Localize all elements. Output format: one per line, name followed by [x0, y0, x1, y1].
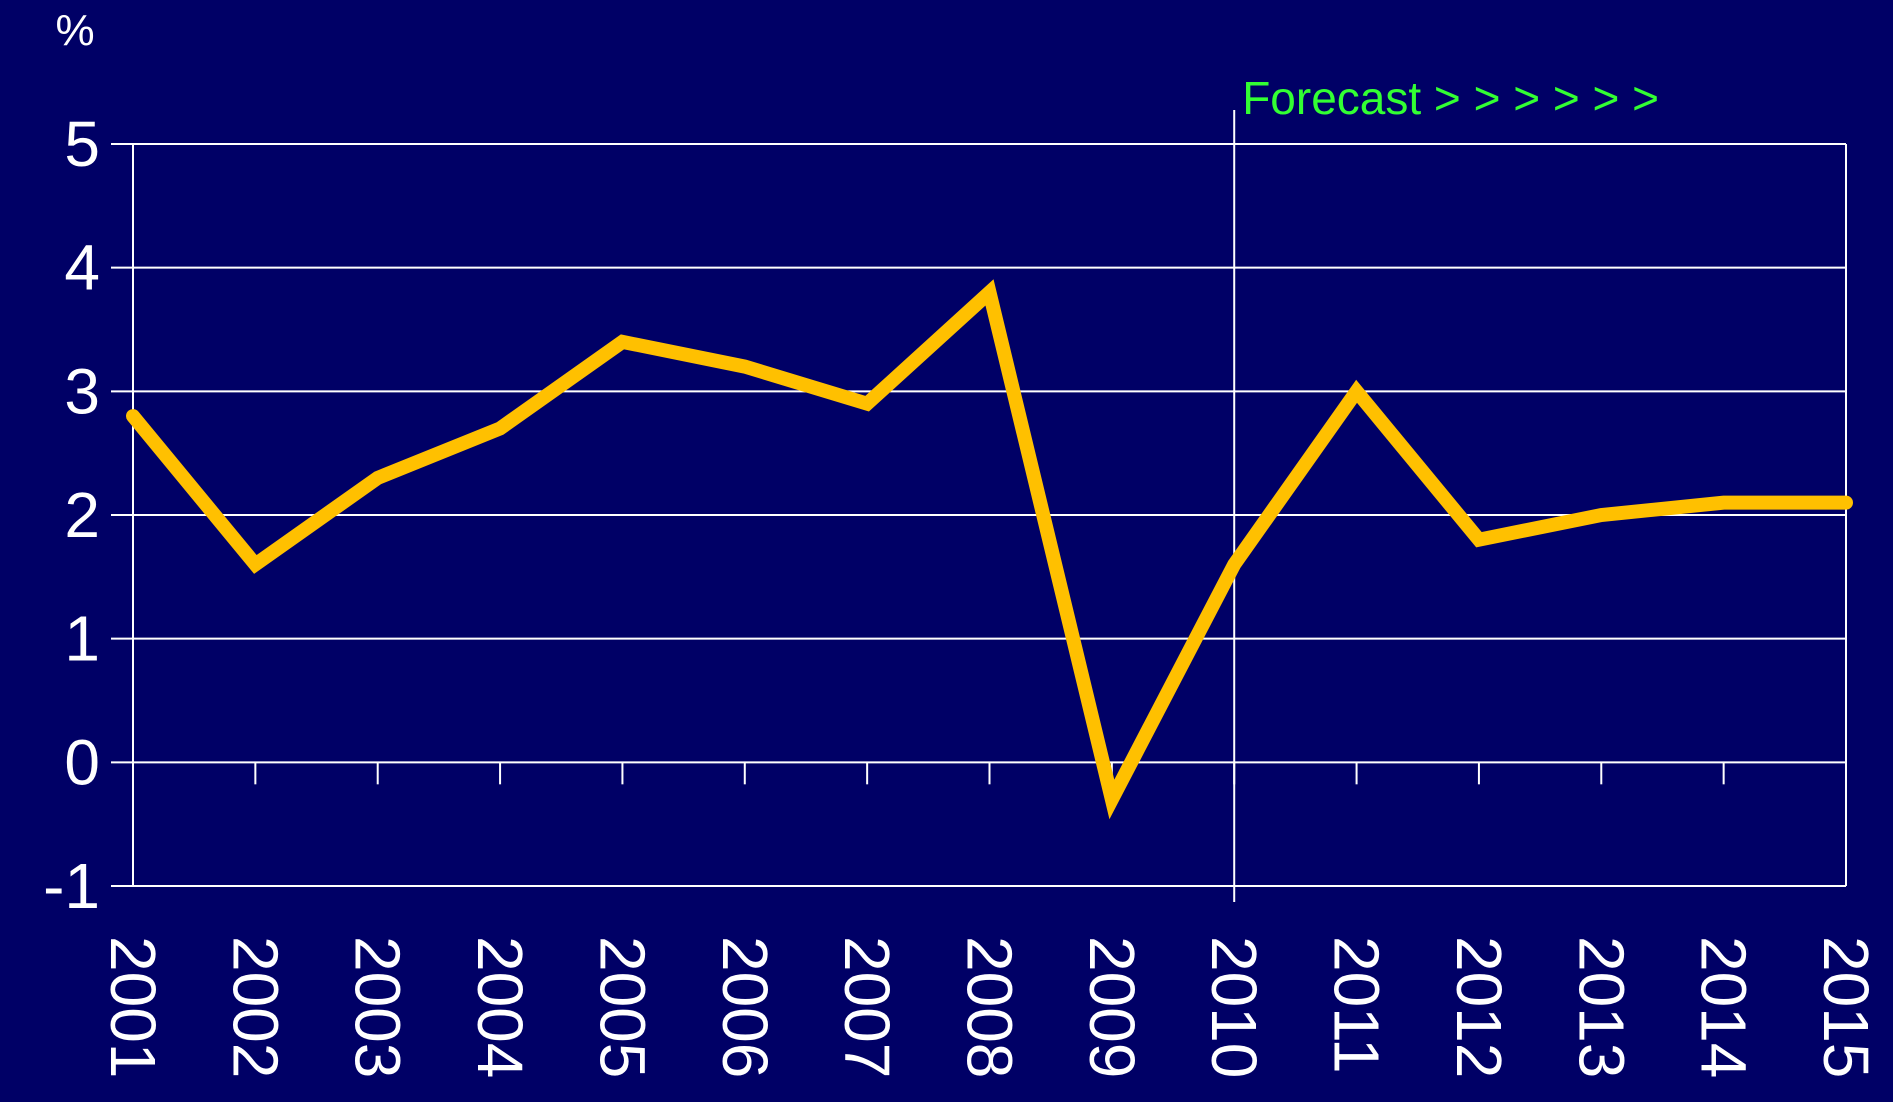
x-tick-labels: 2001 2002 2003 2004 2005 2006 2007 2008 2009 2010…: [97, 936, 1882, 1078]
y-tick-label: 3: [64, 355, 100, 427]
x-tick-label: 2006: [709, 936, 781, 1078]
data-point: [744, 366, 746, 368]
x-tick-label: 2011: [1321, 936, 1393, 1074]
y-tick-label: 1: [64, 603, 100, 675]
forecast-annotation: Forecast > > > > > >: [1233, 72, 1659, 902]
data-point: [989, 291, 990, 293]
data-point: [377, 477, 379, 479]
series-line-0: [126, 279, 1853, 820]
x-tick-label: 2014: [1688, 936, 1760, 1078]
data-point: [1600, 514, 1602, 516]
x-tick-label: 2010: [1198, 936, 1270, 1078]
data-point: [1233, 563, 1235, 565]
y-tick-label: 0: [64, 726, 100, 798]
data-point: [1723, 502, 1725, 504]
data-point: [254, 563, 256, 565]
data-point: [1478, 539, 1480, 541]
y-tick-labels: 5 4 3 2 1 0 -1: [43, 108, 100, 922]
y-axis-unit-label: %: [55, 6, 94, 55]
data-point: [1356, 390, 1358, 392]
data-point: [1111, 798, 1113, 800]
x-tick-label: 2008: [954, 936, 1026, 1078]
x-tick-label: 2015: [1810, 936, 1882, 1078]
x-tick-label: 2002: [219, 936, 291, 1078]
data-point: [1845, 502, 1847, 504]
x-tick-label: 2001: [97, 936, 169, 1078]
y-tick-label: 4: [64, 232, 100, 304]
data-point: [132, 415, 134, 417]
x-tick-label: 2003: [342, 936, 414, 1078]
x-tick-label: 2004: [464, 936, 536, 1078]
data-point: [621, 341, 623, 343]
x-tick-label: 2005: [586, 936, 658, 1078]
data-point: [499, 427, 501, 429]
y-tick-label: 2: [64, 479, 100, 551]
forecast-label: Forecast > > > > > >: [1242, 72, 1659, 124]
x-tick-label: 2012: [1443, 936, 1515, 1078]
y-tick-label: 5: [64, 108, 100, 180]
x-tick-label: 2013: [1565, 936, 1637, 1078]
series-lines: [126, 279, 1853, 820]
y-tick-label: -1: [43, 850, 100, 922]
x-tick-label: 2007: [831, 936, 903, 1078]
data-point: [866, 403, 868, 405]
gridlines: [111, 143, 1846, 887]
x-tick-label: 2009: [1076, 936, 1148, 1078]
